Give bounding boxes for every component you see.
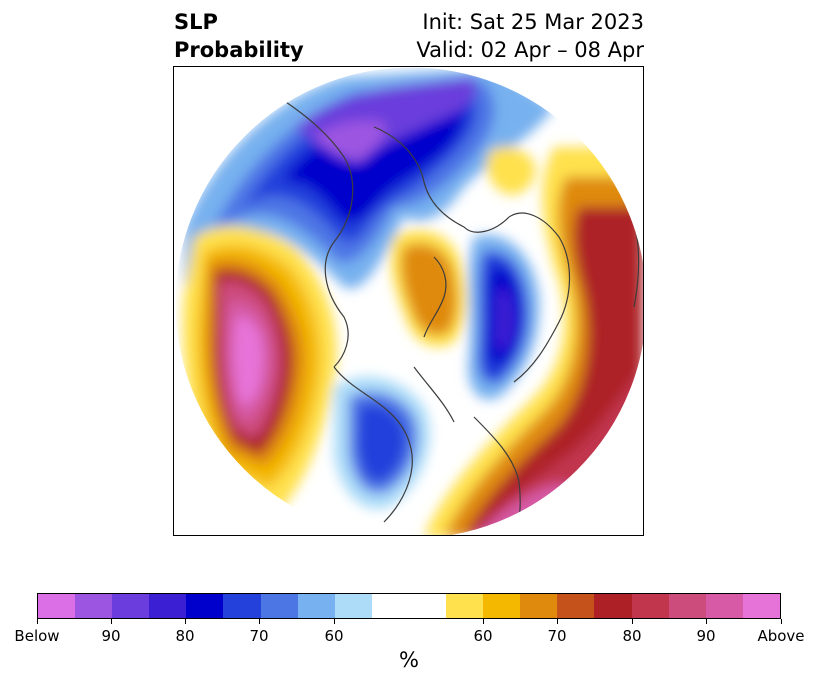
colorbar-tick-label: 90: [101, 627, 121, 645]
colorbar-tick: [37, 619, 38, 624]
colorbar-segment: [557, 594, 595, 618]
colorbar-tick-label: 60: [473, 627, 493, 645]
colorbar: [37, 593, 781, 619]
colorbar-segment: [446, 594, 484, 618]
init-date: Init: Sat 25 Mar 2023: [422, 10, 644, 34]
map-dates: Init: Sat 25 Mar 2023 Valid: 02 Apr – 08…: [416, 8, 644, 64]
probability-map: [174, 67, 643, 535]
map-panel: [173, 66, 644, 536]
coastlines: [263, 86, 640, 535]
title-type: Probability: [174, 38, 304, 62]
colorbar-tick: [334, 619, 335, 624]
colorbar-tick: [185, 619, 186, 624]
map-title: SLP Probability: [174, 8, 304, 64]
colorbar-segment: [668, 594, 706, 618]
valid-dates: Valid: 02 Apr – 08 Apr: [416, 38, 644, 62]
colorbar-segment: [594, 594, 632, 618]
colorbar-segment: [520, 594, 558, 618]
colorbar-tick-label: 80: [175, 627, 195, 645]
globe-outline: [174, 67, 643, 535]
colorbar-segment: [149, 594, 187, 618]
colorbar-tick-label: 90: [696, 627, 716, 645]
colorbar-segment: [631, 594, 669, 618]
colorbar-tick-label: 60: [324, 627, 344, 645]
colorbar-segment: [742, 594, 780, 618]
colorbar-segment: [483, 594, 521, 618]
colorbar-segment: [38, 594, 76, 618]
colorbar-segment: [705, 594, 743, 618]
colorbar-tick: [259, 619, 260, 624]
colorbar-tick: [632, 619, 633, 624]
colorbar-tick-label: 70: [547, 627, 567, 645]
colorbar-tick: [557, 619, 558, 624]
colorbar-segment: [371, 594, 447, 618]
title-variable: SLP: [174, 10, 218, 34]
colorbar-tick-label: Below: [14, 627, 60, 645]
colorbar-segment: [223, 594, 261, 618]
colorbar-unit: %: [399, 648, 419, 672]
colorbar-tick-label: Above: [757, 627, 805, 645]
colorbar-tick: [111, 619, 112, 624]
colorbar-segment: [334, 594, 372, 618]
colorbar-tick: [781, 619, 782, 624]
colorbar-tick: [706, 619, 707, 624]
colorbar-segment: [260, 594, 298, 618]
colorbar-tick-label: 70: [249, 627, 269, 645]
colorbar-segment: [297, 594, 335, 618]
colorbar-segment: [186, 594, 224, 618]
colorbar-segment: [75, 594, 113, 618]
colorbar-tick-label: 80: [622, 627, 642, 645]
colorbar-segment: [112, 594, 150, 618]
colorbar-tick: [483, 619, 484, 624]
